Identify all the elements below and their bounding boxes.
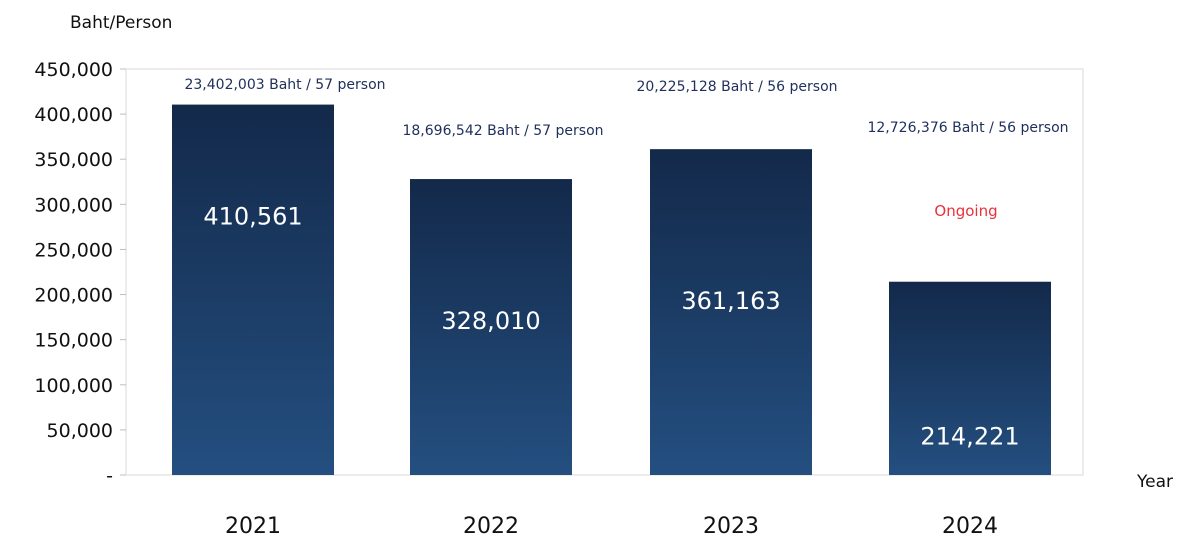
bar-annotation: 20,225,128 Baht / 56 person <box>636 79 837 95</box>
x-axis-title: Year <box>1136 472 1173 492</box>
y-tick-label: 450,000 <box>34 59 113 81</box>
y-axis-title: Baht/Person <box>70 13 172 33</box>
ongoing-status-label: Ongoing <box>934 202 997 220</box>
bar-annotation: 12,726,376 Baht / 56 person <box>867 120 1068 136</box>
bar-value-label: 361,163 <box>681 287 780 315</box>
bar-value-label: 328,010 <box>441 307 540 335</box>
bar-2022 <box>410 179 572 476</box>
x-category-label: 2023 <box>703 514 759 539</box>
y-tick-label: 150,000 <box>34 330 113 352</box>
y-tick-label: 350,000 <box>34 149 113 171</box>
bar-2024 <box>889 281 1051 475</box>
x-category-label: 2022 <box>463 514 519 539</box>
labels-group: 410,561 2021 23,402,003 Baht / 57 person 32… <box>184 77 1068 539</box>
bar-2023 <box>650 149 812 476</box>
bars-group <box>172 104 1051 476</box>
bar-value-label: 410,561 <box>203 203 302 231</box>
plot-area-frame <box>125 68 1084 476</box>
y-tick-label: 200,000 <box>34 285 113 307</box>
bar-annotation: 18,696,542 Baht / 57 person <box>402 123 603 139</box>
y-tick-label: 300,000 <box>34 194 113 216</box>
y-tick-label: 100,000 <box>34 375 113 397</box>
y-tick-label: 400,000 <box>34 104 113 126</box>
x-category-label: 2021 <box>225 514 281 539</box>
y-axis: 450,000 400,000 350,000 300,000 250,000 200,0… <box>34 59 126 487</box>
y-tick-label: 50,000 <box>47 420 113 442</box>
bar-2021 <box>172 104 334 476</box>
y-tick-label: - <box>106 465 113 487</box>
bar-annotation: 23,402,003 Baht / 57 person <box>184 77 385 93</box>
y-tick-label: 250,000 <box>34 239 113 261</box>
x-category-label: 2024 <box>942 514 998 539</box>
bar-value-label: 214,221 <box>920 423 1019 451</box>
